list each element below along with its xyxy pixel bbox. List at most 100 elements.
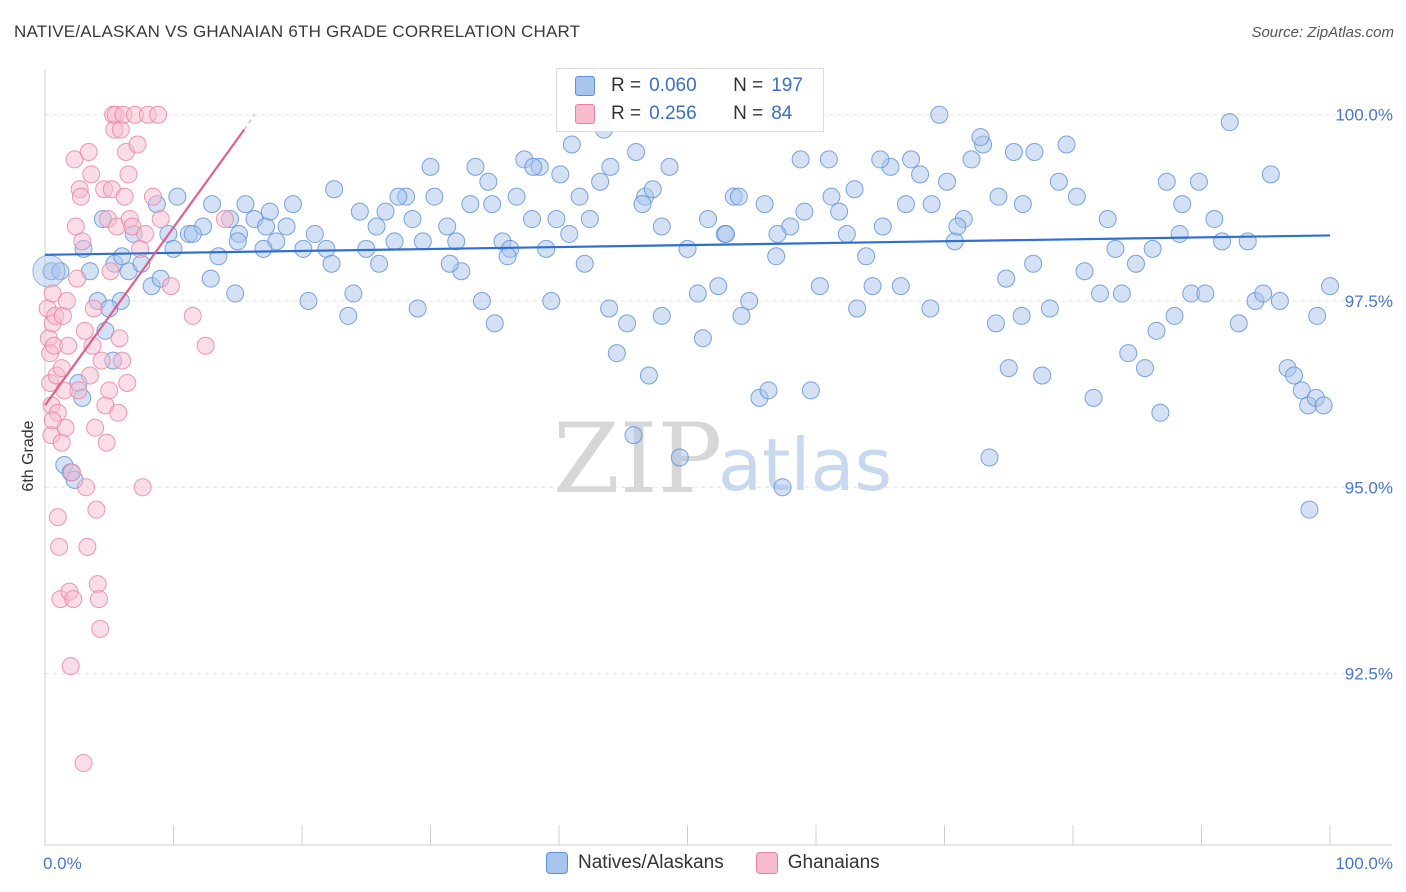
natives-point (755, 195, 774, 214)
chart-title: NATIVE/ALASKAN VS GHANAIAN 6TH GRADE COR… (14, 22, 581, 41)
ghanaians-point (64, 590, 83, 609)
natives-point (639, 366, 658, 385)
natives-point (652, 306, 671, 325)
natives-point (305, 224, 324, 243)
natives-point (709, 277, 728, 296)
natives-point (339, 306, 358, 325)
natives-point (523, 210, 542, 229)
watermark-atlas: atlas (718, 423, 892, 507)
natives-point (1220, 113, 1239, 132)
ghanaians-point (113, 351, 132, 370)
natives-point (1165, 306, 1184, 325)
ghanaians-point (73, 232, 92, 251)
natives-point (325, 180, 344, 199)
natives-point (570, 187, 589, 206)
natives-point (542, 292, 561, 311)
natives-point (717, 224, 736, 243)
ghanaians-point (128, 135, 147, 154)
ghanaians-r-label: R = (611, 103, 642, 124)
natives-point (1213, 232, 1232, 251)
natives-r-label: R = (611, 75, 642, 96)
ghanaians-point (161, 277, 180, 296)
natives-point (938, 172, 957, 191)
correlation-legend: R = 0.060 N = 197 R = 0.256 N = 84 (556, 68, 824, 132)
ghanaians-point (57, 292, 76, 311)
natives-point (228, 232, 247, 251)
ghanaians-trend-line (44, 128, 246, 406)
natives-point (1084, 388, 1103, 407)
series-legend: Natives/Alaskans Ghanaians (546, 852, 912, 874)
natives-point (971, 128, 990, 147)
natives-point (440, 254, 459, 273)
natives-point (370, 254, 389, 273)
watermark-zip: ZIP (553, 403, 722, 515)
natives-point (1205, 210, 1224, 229)
natives-point (461, 195, 480, 214)
natives-point (1119, 344, 1138, 363)
natives-point (848, 299, 867, 318)
ghanaians-point (215, 210, 234, 229)
natives-point (819, 150, 838, 169)
legend-item-natives[interactable]: Natives/Alaskans (546, 852, 724, 874)
natives-point (948, 217, 967, 236)
natives-point (472, 292, 491, 311)
ghanaians-point (43, 284, 62, 303)
natives-point (1196, 284, 1215, 303)
natives-point (1238, 232, 1257, 251)
natives-point (891, 277, 910, 296)
ghanaians-point (59, 336, 78, 355)
natives-point (857, 247, 876, 266)
natives-point (1285, 366, 1304, 385)
natives-point (670, 448, 689, 467)
natives-point (1173, 195, 1192, 214)
y-tick-label: 92.5% (1345, 665, 1393, 684)
natives-point (1033, 366, 1052, 385)
natives-point (1151, 403, 1170, 422)
natives-point (1292, 381, 1311, 400)
ghanaians-point (77, 478, 96, 497)
ghanaians-point (78, 537, 97, 556)
natives-point (1049, 172, 1068, 191)
natives-point (1147, 321, 1166, 340)
natives-point (633, 195, 652, 214)
ghanaians-point (118, 373, 137, 392)
ghanaians-point (111, 120, 130, 139)
natives-point (1025, 142, 1044, 161)
natives-point (1075, 262, 1094, 281)
natives-point (389, 187, 408, 206)
natives-swatch (575, 76, 595, 96)
natives-point (1126, 254, 1145, 273)
natives-point (507, 187, 526, 206)
natives-point (257, 217, 276, 236)
natives-point (1157, 172, 1176, 191)
natives-r-value: 0.060 (649, 75, 697, 96)
ghanaians-point (61, 657, 80, 676)
ghanaians-point (52, 433, 71, 452)
ghanaians-n-value: 84 (771, 103, 793, 124)
ghanaians-swatch (575, 104, 595, 124)
natives-point (921, 299, 940, 318)
natives-point (547, 210, 566, 229)
natives-point (209, 247, 228, 266)
ghanaians-n-label: N = (733, 103, 764, 124)
legend-item-ghanaians[interactable]: Ghanaians (755, 852, 880, 874)
natives-point (1057, 135, 1076, 154)
natives-point (551, 165, 570, 184)
natives-n-value: 197 (771, 75, 803, 96)
natives-point (1189, 172, 1208, 191)
natives-point (1270, 292, 1289, 311)
ghanaians-trend-extension (243, 114, 256, 131)
natives-points (32, 105, 1339, 519)
natives-point (1254, 284, 1273, 303)
natives-point (403, 210, 422, 229)
natives-point (896, 195, 915, 214)
natives-point (652, 217, 671, 236)
natives-point (201, 269, 220, 288)
natives-point (1040, 299, 1059, 318)
natives-point (299, 292, 318, 311)
natives-point (624, 426, 643, 445)
natives-point (759, 381, 778, 400)
ghanaians-legend-swatch (755, 852, 778, 874)
ghanaians-point (133, 478, 152, 497)
y-tick-labels: 100.0% 97.5% 95.0% 92.5% (1335, 106, 1393, 684)
